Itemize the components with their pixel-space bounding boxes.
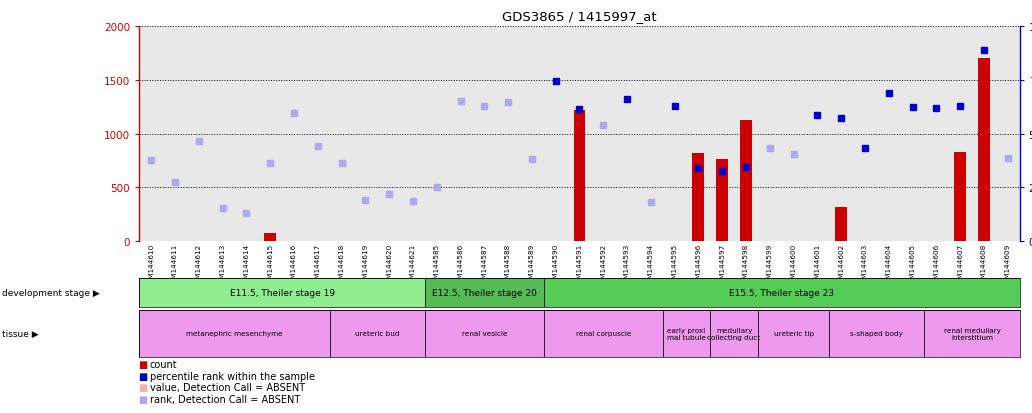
Bar xyxy=(139,310,329,357)
Bar xyxy=(925,310,1020,357)
Text: early proxi
mal tubule: early proxi mal tubule xyxy=(667,327,706,340)
Bar xyxy=(598,241,609,242)
Bar xyxy=(329,310,425,357)
Bar xyxy=(359,241,372,242)
Text: renal vesicle: renal vesicle xyxy=(461,330,507,337)
Bar xyxy=(146,241,157,242)
Text: ureteric tip: ureteric tip xyxy=(774,330,813,337)
Text: E11.5, Theiler stage 19: E11.5, Theiler stage 19 xyxy=(229,289,334,298)
Bar xyxy=(544,279,1020,308)
Bar xyxy=(757,310,830,357)
Bar xyxy=(193,241,204,242)
Text: renal corpuscle: renal corpuscle xyxy=(576,330,631,337)
Text: rank, Detection Call = ABSENT: rank, Detection Call = ABSENT xyxy=(150,394,300,404)
Text: GDS3865 / 1415997_at: GDS3865 / 1415997_at xyxy=(503,10,656,23)
Bar xyxy=(264,233,277,242)
Bar xyxy=(931,241,942,242)
Bar xyxy=(740,120,752,242)
Bar xyxy=(550,241,561,242)
Bar xyxy=(669,241,680,242)
Bar xyxy=(454,241,466,242)
Bar xyxy=(335,241,348,242)
Bar xyxy=(1002,241,1013,242)
Bar xyxy=(425,279,544,308)
Bar xyxy=(574,111,585,242)
Text: ■: ■ xyxy=(138,382,147,392)
Text: ureteric bud: ureteric bud xyxy=(355,330,399,337)
Bar xyxy=(882,241,895,242)
Text: metanephric mesenchyme: metanephric mesenchyme xyxy=(186,330,283,337)
Text: ■: ■ xyxy=(138,359,147,369)
Bar xyxy=(645,241,656,242)
Bar xyxy=(139,279,425,308)
Text: ■: ■ xyxy=(138,394,147,404)
Bar xyxy=(217,241,228,242)
Bar xyxy=(312,241,324,242)
Bar xyxy=(906,241,918,242)
Bar xyxy=(430,241,443,242)
Bar xyxy=(811,241,824,242)
Bar xyxy=(663,310,710,357)
Bar xyxy=(955,152,966,242)
Text: development stage ▶: development stage ▶ xyxy=(2,289,100,298)
Text: tissue ▶: tissue ▶ xyxy=(2,329,38,338)
Bar xyxy=(526,241,538,242)
Bar xyxy=(383,241,395,242)
Text: percentile rank within the sample: percentile rank within the sample xyxy=(150,371,315,381)
Text: count: count xyxy=(150,359,178,369)
Bar xyxy=(479,241,490,242)
Text: E15.5, Theiler stage 23: E15.5, Theiler stage 23 xyxy=(730,289,834,298)
Bar xyxy=(692,154,705,242)
Bar xyxy=(169,241,181,242)
Text: s-shaped body: s-shaped body xyxy=(850,330,903,337)
Bar xyxy=(787,241,800,242)
Text: ■: ■ xyxy=(138,371,147,381)
Bar xyxy=(621,241,633,242)
Bar xyxy=(830,310,925,357)
Bar xyxy=(240,241,253,242)
Bar xyxy=(425,310,544,357)
Text: medullary
collecting duct: medullary collecting duct xyxy=(708,327,761,340)
Bar xyxy=(978,59,990,242)
Bar xyxy=(544,310,663,357)
Text: E12.5, Theiler stage 20: E12.5, Theiler stage 20 xyxy=(431,289,537,298)
Bar xyxy=(407,241,419,242)
Bar xyxy=(764,241,776,242)
Text: renal medullary
interstitium: renal medullary interstitium xyxy=(943,327,1000,340)
Bar xyxy=(710,310,757,357)
Bar xyxy=(503,241,514,242)
Text: value, Detection Call = ABSENT: value, Detection Call = ABSENT xyxy=(150,382,304,392)
Bar xyxy=(716,160,729,242)
Bar xyxy=(835,207,847,242)
Bar xyxy=(859,241,871,242)
Bar xyxy=(288,241,300,242)
